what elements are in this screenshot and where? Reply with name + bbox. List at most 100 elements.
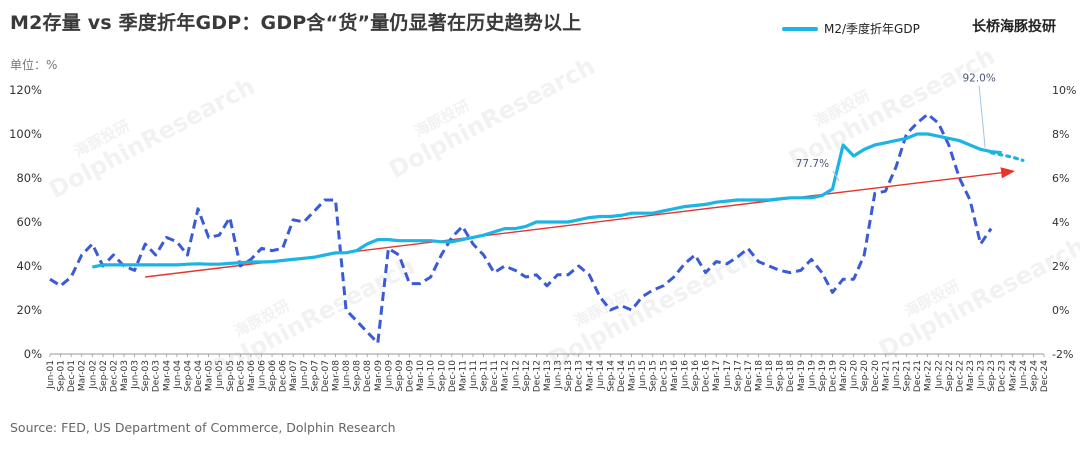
y-left-tick-label: 100% xyxy=(9,127,42,141)
x-tick-label: Mar-03 xyxy=(120,360,130,391)
y-right-tick-label: 10% xyxy=(1052,84,1076,97)
unit-label: 单位：% xyxy=(10,58,58,72)
x-tick-label: Jun-04 xyxy=(173,360,183,390)
x-tick-label: Jun-21 xyxy=(892,360,902,390)
x-tick-label: Dec-03 xyxy=(152,360,162,392)
x-tick-label: Sep-17 xyxy=(733,360,743,392)
x-tick-label: Sep-06 xyxy=(268,360,278,392)
x-tick-label: Mar-07 xyxy=(289,360,299,391)
x-tick-label: Dec-21 xyxy=(913,360,923,392)
x-tick-label: Mar-04 xyxy=(162,360,172,391)
y-right-tick-label: 2% xyxy=(1052,260,1069,273)
x-tick-label: Dec-02 xyxy=(109,360,119,392)
x-tick-label: Dec-07 xyxy=(321,360,331,392)
x-tick-label: Sep-18 xyxy=(776,360,786,392)
x-tick-label: Jun-08 xyxy=(342,360,352,390)
annotation-leader xyxy=(978,85,986,148)
legend-swatch xyxy=(782,26,818,31)
legend-label: M2/季度折年GDP xyxy=(824,22,920,36)
y-right-tick-label: 0% xyxy=(1052,304,1069,317)
x-tick-label: Sep-01 xyxy=(57,360,67,392)
x-tick-label: Dec-24 xyxy=(1040,360,1050,392)
x-tick-label: Jun-11 xyxy=(469,360,479,390)
brand-logo-text: 长桥海豚投研 xyxy=(972,19,1056,35)
annotation-leader xyxy=(832,170,840,182)
annotation-label: 92.0% xyxy=(962,73,995,85)
x-tick-label: Sep-04 xyxy=(183,360,193,392)
y-right-tick-label: -2% xyxy=(1052,348,1073,361)
x-tick-label: Jun-07 xyxy=(300,360,310,390)
y-right-tick-label: 6% xyxy=(1052,172,1069,185)
x-tick-label: Mar-16 xyxy=(670,360,680,391)
legend: M2/季度折年GDP xyxy=(782,20,920,37)
x-tick-label: Jun-20 xyxy=(850,360,860,390)
x-tick-label: Sep-09 xyxy=(395,360,405,392)
x-tick-label: Sep-23 xyxy=(987,360,997,392)
x-tick-label: Sep-08 xyxy=(353,360,363,392)
x-tick-label: Sep-16 xyxy=(691,360,701,392)
x-tick-label: Dec-09 xyxy=(406,360,416,392)
x-tick-label: Sep-15 xyxy=(649,360,659,392)
m2-series-line xyxy=(91,132,1002,269)
dashed-series-line xyxy=(49,112,993,345)
x-tick-label: Dec-15 xyxy=(659,360,669,392)
x-tick-label: Sep-24 xyxy=(1029,360,1039,392)
x-tick-label: Jun-10 xyxy=(427,360,437,390)
x-tick-label: Sep-19 xyxy=(818,360,828,392)
x-tick-label: Jun-01 xyxy=(46,360,56,390)
x-tick-label: Dec-04 xyxy=(194,360,204,392)
x-tick-label: Dec-19 xyxy=(829,360,839,392)
watermark-en: DolphinResearch xyxy=(784,42,999,174)
x-tick-label: Dec-12 xyxy=(532,360,542,392)
watermark-en: DolphinResearch xyxy=(874,232,1080,364)
x-tick-label: Dec-14 xyxy=(617,360,627,392)
x-tick-label: Jun-14 xyxy=(596,360,606,390)
x-tick-label: Jun-23 xyxy=(977,360,987,390)
x-tick-label: Mar-10 xyxy=(416,360,426,391)
y-left-tick-label: 120% xyxy=(9,83,42,97)
x-tick-label: Jun-02 xyxy=(88,360,98,390)
watermark-en: DolphinResearch xyxy=(44,72,259,204)
x-tick-label: Sep-05 xyxy=(226,360,236,392)
x-tick-label: Dec-17 xyxy=(744,360,754,392)
annotation-label: 77.7% xyxy=(796,158,829,170)
x-tick-label: Sep-07 xyxy=(310,360,320,392)
x-tick-label: Mar-22 xyxy=(924,360,934,391)
x-tick-label: Mar-06 xyxy=(247,360,257,391)
x-tick-label: Mar-24 xyxy=(1008,360,1018,391)
x-tick-label: Dec-18 xyxy=(786,360,796,392)
x-tick-label: Mar-02 xyxy=(78,360,88,391)
x-tick-label: Sep-13 xyxy=(564,360,574,392)
x-tick-label: Mar-17 xyxy=(712,360,722,391)
x-tick-label: Mar-21 xyxy=(881,360,891,391)
y-right-tick-label: 4% xyxy=(1052,216,1069,229)
x-tick-label: Jun-13 xyxy=(554,360,564,390)
x-tick-label: Sep-02 xyxy=(99,360,109,392)
x-tick-label: Sep-20 xyxy=(860,360,870,392)
x-tick-label: Mar-13 xyxy=(543,360,553,391)
x-tick-label: Sep-12 xyxy=(522,360,532,392)
x-tick-label: Dec-11 xyxy=(490,360,500,392)
x-tick-label: Jun-22 xyxy=(934,360,944,390)
x-tick-label: Jun-19 xyxy=(807,360,817,390)
y-left-tick-label: 40% xyxy=(16,259,42,273)
x-tick-label: Mar-23 xyxy=(966,360,976,391)
x-tick-label: Sep-03 xyxy=(141,360,151,392)
x-tick-label: Dec-20 xyxy=(871,360,881,392)
x-tick-label: Dec-06 xyxy=(279,360,289,392)
x-tick-label: Dec-13 xyxy=(575,360,585,392)
x-tick-label: Dec-16 xyxy=(702,360,712,392)
x-tick-label: Mar-15 xyxy=(628,360,638,391)
x-tick-label: Jun-24 xyxy=(1019,360,1029,390)
y-right-tick-label: 8% xyxy=(1052,128,1069,141)
x-tick-label: Dec-22 xyxy=(955,360,965,392)
x-tick-label: Mar-11 xyxy=(458,360,468,391)
x-tick-label: Dec-23 xyxy=(998,360,1008,392)
source-note: Source: FED, US Department of Commerce, … xyxy=(10,420,396,435)
x-tick-label: Jun-05 xyxy=(215,360,225,390)
x-tick-label: Jun-18 xyxy=(765,360,775,390)
